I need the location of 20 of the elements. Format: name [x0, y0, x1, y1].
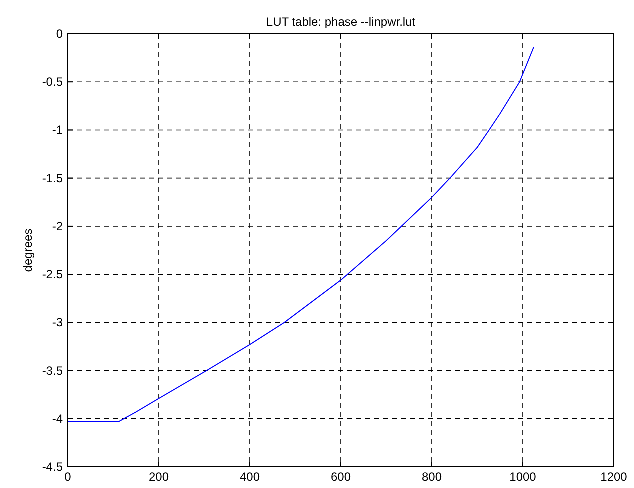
y-tick-label: -1.5	[42, 171, 64, 186]
y-tick-label: -3.5	[42, 364, 64, 378]
y-tick-label: -2	[52, 219, 64, 234]
y-tick-label: -0.5	[42, 75, 64, 90]
y-tick-label: -1	[52, 123, 64, 138]
y-axis-title: degrees	[21, 228, 35, 272]
y-tick-label: -2.5	[42, 268, 64, 282]
y-tick-label: -4.5	[42, 460, 64, 474]
x-tick-label: 200	[148, 470, 170, 484]
x-tick-label: 1200	[600, 470, 628, 484]
y-tick-label: 0	[56, 27, 64, 41]
x-tick-label: 0	[64, 470, 72, 484]
chart-title: LUT table: phase --linpwr.lut	[266, 15, 416, 29]
x-tick-label: 800	[422, 470, 442, 484]
line-series	[68, 46, 534, 422]
x-tick-label: 600	[330, 470, 352, 484]
x-tick-label: 400	[240, 470, 260, 484]
y-tick-label: -4	[52, 412, 64, 426]
y-tick-label: -3	[52, 316, 64, 330]
x-tick-label: 1000	[510, 470, 537, 484]
